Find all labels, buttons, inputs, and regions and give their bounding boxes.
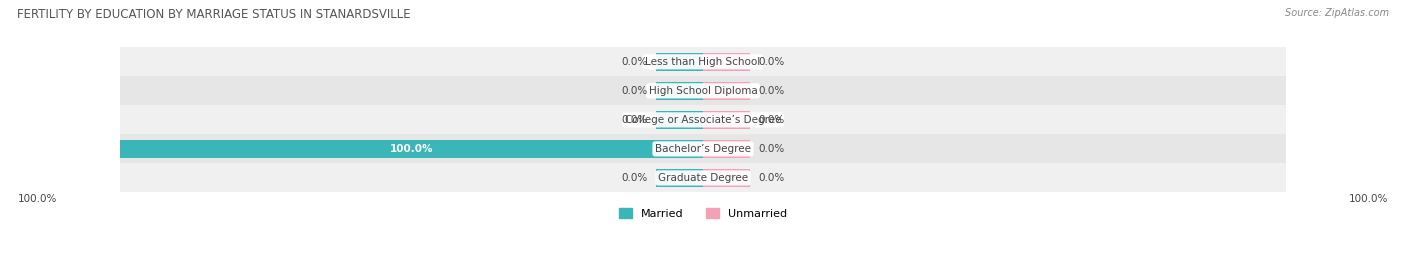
Text: 100.0%: 100.0% bbox=[389, 144, 433, 154]
Text: 0.0%: 0.0% bbox=[621, 115, 648, 125]
Text: 100.0%: 100.0% bbox=[18, 194, 58, 204]
Text: Bachelor’s Degree: Bachelor’s Degree bbox=[655, 144, 751, 154]
Bar bbox=[703, 169, 749, 187]
Text: Source: ZipAtlas.com: Source: ZipAtlas.com bbox=[1285, 8, 1389, 18]
Bar bbox=[657, 53, 703, 71]
Bar bbox=[120, 47, 1286, 76]
Text: 0.0%: 0.0% bbox=[758, 115, 785, 125]
Text: 0.0%: 0.0% bbox=[758, 144, 785, 154]
Bar bbox=[703, 111, 749, 129]
Bar bbox=[703, 53, 749, 71]
Text: College or Associate’s Degree: College or Associate’s Degree bbox=[624, 115, 782, 125]
Bar bbox=[120, 140, 703, 158]
Text: 100.0%: 100.0% bbox=[1348, 194, 1388, 204]
Text: 0.0%: 0.0% bbox=[758, 86, 785, 96]
Bar bbox=[703, 140, 749, 158]
Text: Graduate Degree: Graduate Degree bbox=[658, 173, 748, 183]
Bar bbox=[657, 169, 703, 187]
Bar bbox=[120, 105, 1286, 134]
Text: Less than High School: Less than High School bbox=[645, 57, 761, 67]
Text: 0.0%: 0.0% bbox=[758, 57, 785, 67]
Text: 0.0%: 0.0% bbox=[621, 173, 648, 183]
Bar bbox=[703, 82, 749, 100]
Text: High School Diploma: High School Diploma bbox=[648, 86, 758, 96]
Text: 0.0%: 0.0% bbox=[758, 173, 785, 183]
Bar bbox=[120, 164, 1286, 192]
Bar bbox=[120, 76, 1286, 105]
Bar bbox=[657, 82, 703, 100]
Bar bbox=[120, 134, 1286, 164]
Bar bbox=[657, 111, 703, 129]
Text: 0.0%: 0.0% bbox=[621, 57, 648, 67]
Text: FERTILITY BY EDUCATION BY MARRIAGE STATUS IN STANARDSVILLE: FERTILITY BY EDUCATION BY MARRIAGE STATU… bbox=[17, 8, 411, 21]
Text: 0.0%: 0.0% bbox=[621, 86, 648, 96]
Legend: Married, Unmarried: Married, Unmarried bbox=[619, 208, 787, 219]
